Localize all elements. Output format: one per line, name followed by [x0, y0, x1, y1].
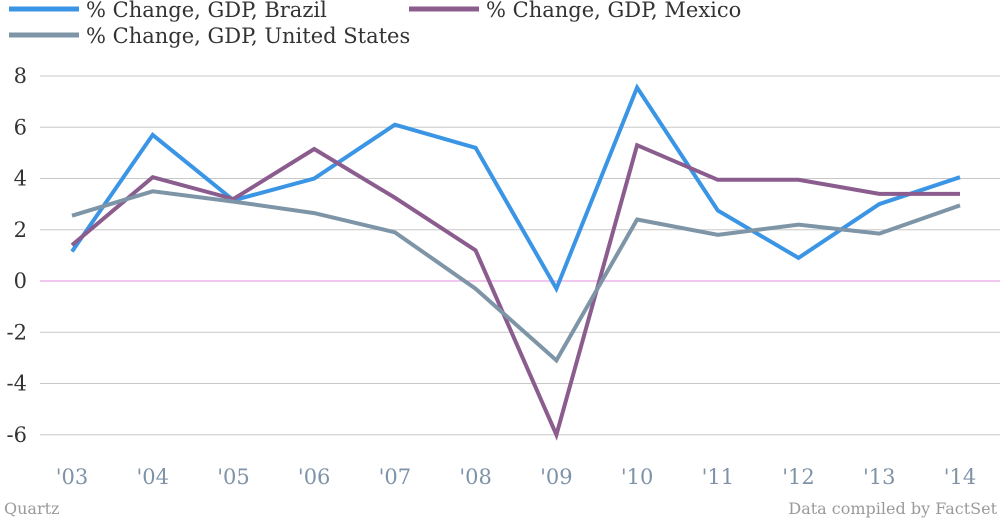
x-tick-label: '04: [136, 465, 169, 489]
x-tick-label: '12: [782, 465, 815, 489]
y-tick-label: 2: [14, 218, 27, 242]
series-lines: [70, 83, 961, 441]
series-line-2: [70, 142, 960, 441]
x-tick-label: '09: [540, 465, 573, 489]
series-line-1: [70, 83, 961, 294]
x-tick-label: '06: [298, 465, 331, 489]
y-tick-label: -2: [7, 320, 27, 344]
legend-label: % Change, GDP, Mexico: [486, 0, 741, 22]
x-tick-label: '05: [217, 465, 250, 489]
series-line-3: [71, 189, 961, 364]
x-tick-label: '03: [56, 465, 89, 489]
x-axis-ticks: '03 '04 '05 '06 '07 '08 '09 '10 '11 '12 '13 '14: [56, 465, 977, 489]
y-axis-ticks: 8 6 4 2 0 -2 -4 -6: [7, 64, 27, 447]
source-left-label: Quartz: [4, 499, 59, 518]
y-tick-label: -4: [7, 372, 27, 396]
y-tick-label: 8: [14, 64, 27, 88]
x-tick-label: '14: [944, 465, 977, 489]
x-tick-label: '08: [459, 465, 492, 489]
legend-label: % Change, GDP, Brazil: [86, 0, 327, 22]
x-tick-label: '11: [702, 465, 735, 489]
y-tick-label: -6: [7, 423, 27, 447]
y-tick-label: 4: [14, 167, 27, 191]
x-tick-label: '10: [621, 465, 654, 489]
x-tick-label: '13: [863, 465, 896, 489]
source-right-label: Data compiled by FactSet: [788, 499, 997, 518]
y-tick-label: 6: [14, 115, 27, 139]
legend-label: % Change, GDP, United States: [86, 24, 410, 48]
x-tick-label: '07: [379, 465, 412, 489]
gridlines: [40, 75, 1000, 436]
y-tick-label: 0: [14, 269, 27, 293]
legend: % Change, GDP, Brazil % Change, GDP, Mexi…: [9, 0, 741, 48]
